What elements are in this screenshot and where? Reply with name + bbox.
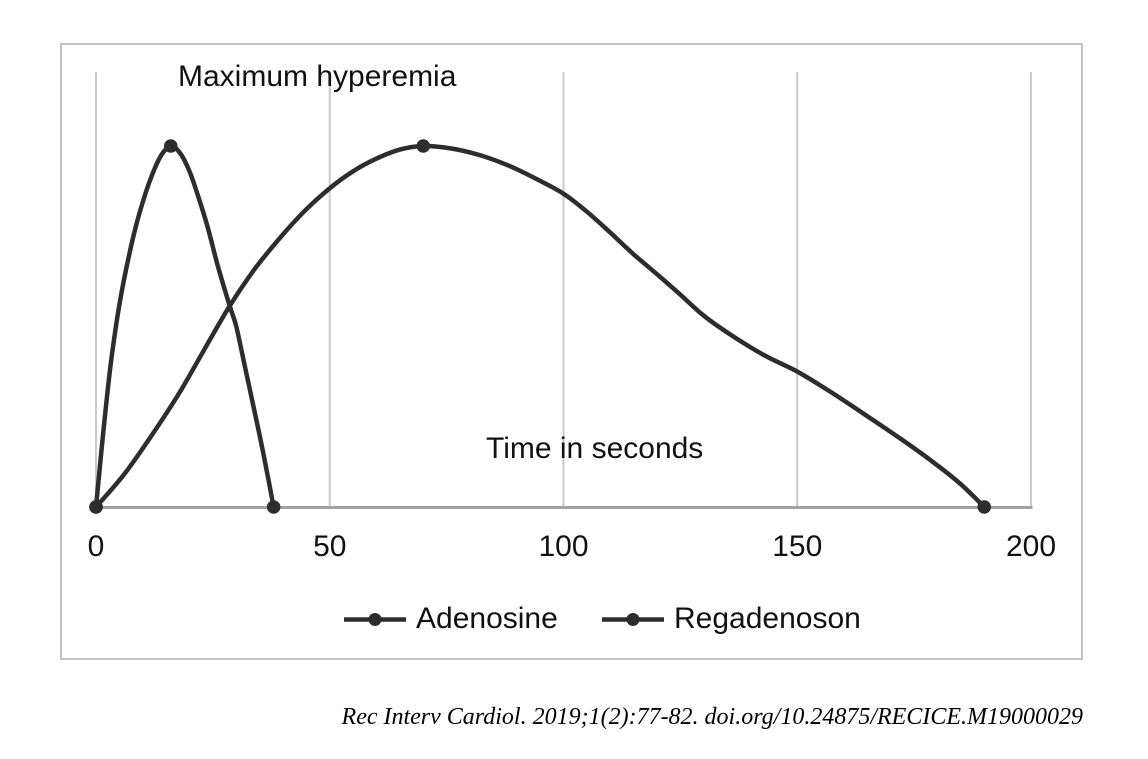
chart-frame — [60, 43, 1083, 660]
x-tick-label-0: 0 — [87, 530, 105, 563]
x-tick-label-100: 100 — [538, 530, 589, 563]
x-tick-label-50: 50 — [313, 530, 347, 563]
legend-label: Adenosine — [416, 602, 558, 635]
citation: Rec Interv Cardiol. 2019;1(2):77-82. doi… — [341, 704, 1083, 730]
legend-entry-adenosine: Adenosine — [343, 603, 558, 635]
x-tick-label-200: 200 — [1005, 530, 1057, 563]
legend-line-marker-icon — [344, 612, 406, 626]
chart-title: Maximum hyperemia — [178, 60, 457, 93]
legend-entry-regadenoson: Regadenoson — [601, 603, 861, 635]
x-tick-label-150: 150 — [772, 530, 823, 563]
legend-line-marker-icon — [602, 612, 664, 626]
legend-label: Regadenoson — [674, 602, 861, 635]
x-axis-label: Time in seconds — [486, 432, 704, 465]
